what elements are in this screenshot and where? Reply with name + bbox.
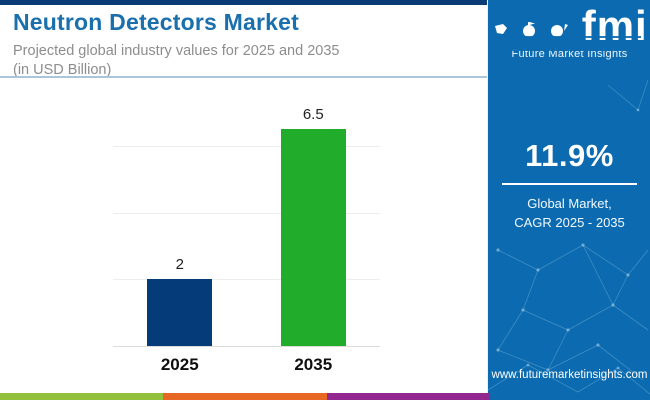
globe-pin-icon: [551, 24, 569, 37]
fmi-wordmark: fmi: [581, 2, 648, 49]
cagr-value: 11.9%: [525, 138, 614, 173]
subtitle-line-1: Projected global industry values for 202…: [13, 43, 340, 59]
map-icon: [495, 24, 508, 34]
footer-stripe-green: [0, 393, 164, 400]
fmi-logo: fmi Future Market Insights: [488, 2, 650, 60]
gridline-2: [113, 279, 380, 281]
bar-value-label-2025: 2: [175, 256, 184, 274]
x-axis-baseline: [113, 346, 380, 347]
network-pattern-decoration: [488, 79, 650, 395]
gridline-4: [113, 212, 380, 214]
cagr-label-line-2: CAGR 2025 - 2035: [514, 214, 625, 230]
bar-chart: 2 2025 6.5 2035: [113, 87, 380, 374]
chart-subtitle: Projected global industry values for 202…: [13, 42, 473, 79]
page-title: Neutron Detectors Market: [13, 9, 299, 35]
header-separator: [0, 76, 487, 78]
subtitle-line-2: (in USD Billion): [13, 61, 112, 78]
cagr-divider: [502, 183, 637, 185]
bar-2025: [147, 279, 213, 346]
bar-2035: [280, 129, 346, 346]
footer-stripe-orange: [163, 393, 327, 400]
website-link[interactable]: www.futuremarketinsights.com: [491, 369, 648, 381]
footer-stripe-purple: [326, 393, 490, 400]
cagr-label-line-1: Global Market,: [527, 196, 612, 211]
gridline-6: [113, 146, 380, 147]
footer-stripes: [0, 393, 490, 400]
cagr-block: 11.9% Global Market, CAGR 2025 - 2035: [488, 138, 650, 233]
bar-value-label-2035: 6.5: [302, 106, 324, 124]
x-axis-label-2035: 2035: [294, 355, 333, 374]
globe-flag-icon: [523, 22, 536, 37]
x-axis-label-2025: 2025: [160, 355, 199, 374]
brand-sidebar: fmi Future Market Insights 11.9% Global …: [487, 0, 650, 400]
logo-brick-line-1: [497, 36, 642, 38]
header: Neutron Detectors Market Projected globa…: [13, 9, 473, 79]
top-accent-strip: [0, 0, 487, 5]
logo-icons-row: [495, 22, 569, 37]
logo-brick-line-2: [497, 49, 642, 51]
